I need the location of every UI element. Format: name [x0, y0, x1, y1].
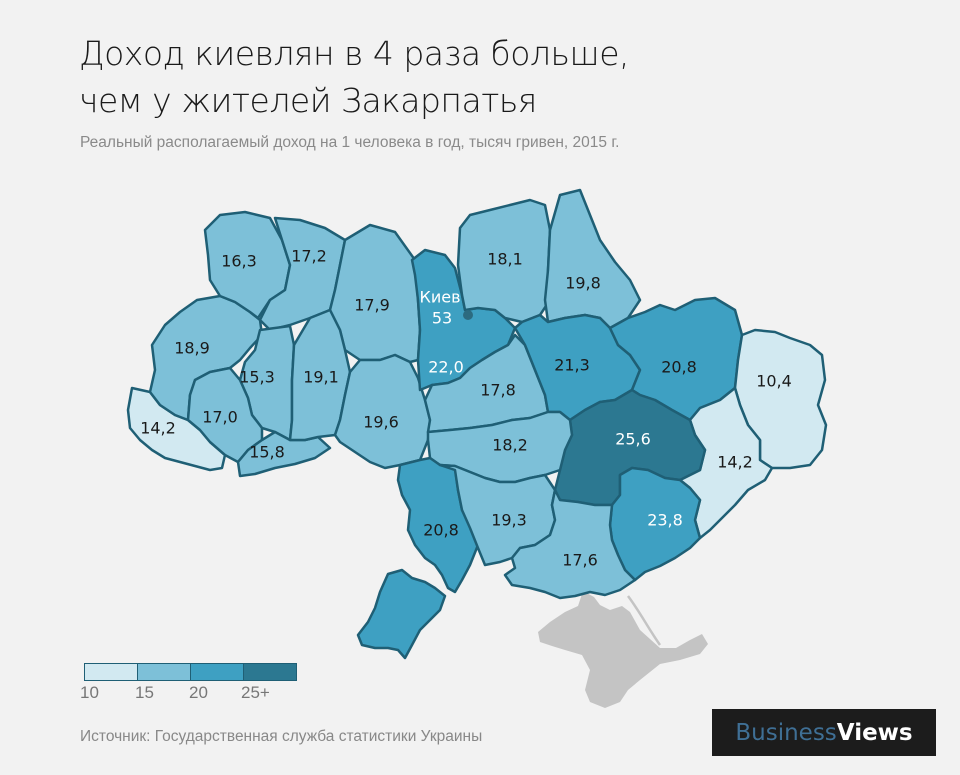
label-rivne: 17,2 — [291, 247, 327, 266]
label-odesa: 20,8 — [423, 521, 459, 540]
label-lviv: 18,9 — [174, 339, 210, 358]
label-chernivtsi: 15,8 — [249, 443, 285, 462]
title-line-2: чем у жителей Закарпатья — [79, 81, 537, 120]
region-crimea — [538, 591, 708, 708]
label-zakarpattia: 14,2 — [140, 419, 176, 438]
label-kyiv-city-name: Киев — [419, 288, 460, 307]
legend-swatch-20 — [191, 664, 244, 680]
subtitle: Реальный располагаемый доход на 1 челове… — [80, 134, 620, 151]
legend-label-10: 10 — [80, 683, 99, 702]
label-khmelnytskyi: 19,1 — [303, 368, 339, 387]
label-mykolaiv: 19,3 — [491, 511, 527, 530]
legend-swatch-25 — [244, 664, 296, 680]
label-kharkiv: 20,8 — [661, 358, 697, 377]
label-volyn: 16,3 — [221, 252, 257, 271]
legend — [84, 663, 297, 681]
label-ternopil: 15,3 — [239, 368, 275, 387]
title-line-1: Доход киевлян в 4 раза больше, — [79, 34, 630, 73]
label-luhansk: 10,4 — [756, 372, 792, 391]
legend-label-15: 15 — [135, 683, 154, 702]
region-sumy — [543, 188, 642, 330]
kyiv-city-dot — [463, 310, 473, 320]
label-kirovohrad: 18,2 — [492, 436, 528, 455]
logo-views: Views — [836, 719, 913, 746]
source-note: Источник: Государственная служба статист… — [80, 728, 483, 745]
label-dnipropetrovsk: 25,6 — [615, 430, 651, 449]
legend-swatch-15 — [138, 664, 191, 680]
logo-business: Business — [735, 719, 837, 746]
legend-label-20: 20 — [189, 683, 208, 702]
region-rivne — [258, 216, 347, 332]
label-zhytomyr: 17,9 — [354, 296, 390, 315]
label-cherkasy: 17,8 — [480, 381, 516, 400]
label-kherson: 17,6 — [562, 551, 598, 570]
page-title: Доход киевлян в 4 раза больше, чем у жит… — [79, 30, 630, 124]
label-poltava: 21,3 — [554, 356, 590, 375]
legend-swatch-10 — [85, 664, 138, 680]
arabat-spit — [626, 595, 662, 646]
region-ivano-frankivsk — [186, 366, 264, 464]
legend-label-25: 25+ — [241, 683, 270, 702]
label-vinnytsia: 19,6 — [363, 413, 399, 432]
label-ivano-frankivsk: 17,0 — [202, 408, 238, 427]
label-sumy: 19,8 — [565, 274, 601, 293]
label-chernihiv: 18,1 — [487, 250, 523, 269]
label-donetsk: 14,2 — [717, 453, 753, 472]
region-lviv — [148, 294, 264, 422]
region-kherson — [503, 488, 637, 600]
region-vinnytsia — [333, 353, 432, 470]
region-chernivtsi — [236, 430, 332, 478]
label-kyiv-oblast: 22,0 — [428, 358, 464, 377]
businessviews-logo: Business Views — [712, 709, 936, 756]
label-kyiv-city-value: 53 — [432, 309, 452, 328]
label-zaporizhzhia: 23,8 — [647, 511, 683, 530]
